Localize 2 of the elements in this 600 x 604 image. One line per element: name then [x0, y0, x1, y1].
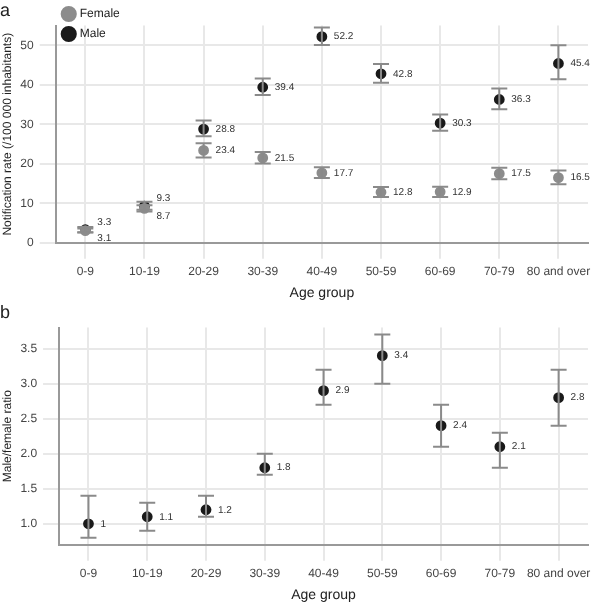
chart-title: a [0, 0, 11, 20]
chart-title: b [0, 301, 11, 322]
